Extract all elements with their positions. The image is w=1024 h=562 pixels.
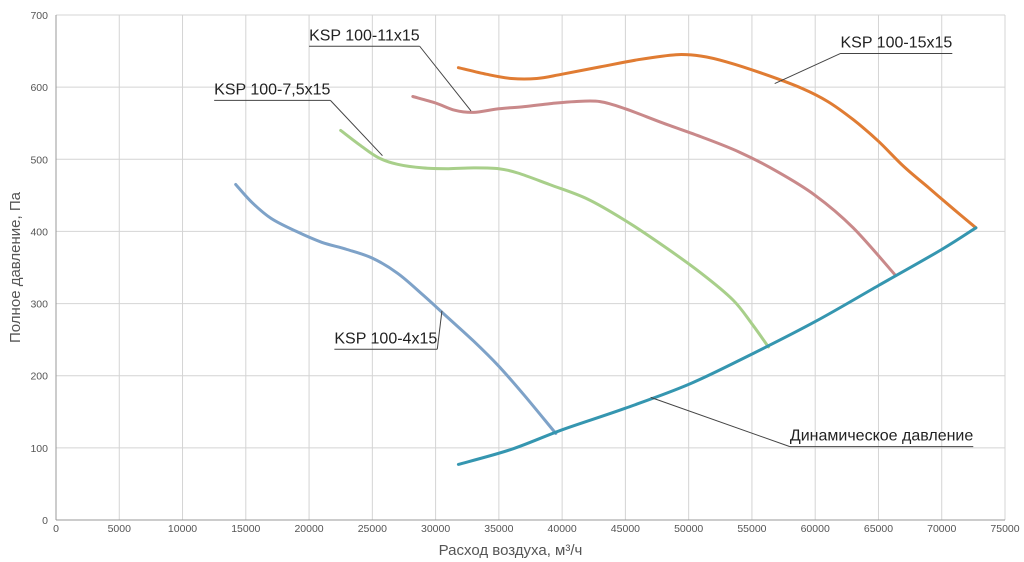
- x-tick-label: 70000: [927, 523, 956, 535]
- y-tick-label: 0: [42, 515, 48, 527]
- label-leader: [650, 396, 791, 448]
- label-leader: [419, 45, 472, 112]
- series: [234, 52, 978, 466]
- series-label: KSP 100-11x15: [309, 27, 420, 44]
- y-axis-title: Полное давление, Па: [7, 191, 24, 343]
- x-tick-label: 35000: [484, 523, 513, 535]
- x-tick-label: 50000: [674, 523, 703, 535]
- x-tick-label: 30000: [421, 523, 450, 535]
- x-tick-label: 15000: [231, 523, 260, 535]
- series-line-ksp-100-4x15: [234, 183, 558, 435]
- x-tick-label: 75000: [990, 523, 1019, 535]
- x-axis-title: Расход воздуха, м³/ч: [439, 542, 583, 559]
- x-tick-label: 65000: [864, 523, 893, 535]
- x-tick-label: 55000: [737, 523, 766, 535]
- label-leader: [436, 310, 443, 350]
- y-tick-label: 100: [30, 443, 48, 455]
- tick-labels: 0 5000 10000 15000 20000 25000 30000 35000 40000…: [30, 10, 1019, 535]
- series-label: KSP 100-7,5x15: [214, 81, 330, 98]
- grid: [56, 14, 1006, 520]
- annotations: KSP 100-4x15 KSP 100-7,5x15 KSP 100-11x15 K…: [214, 27, 973, 448]
- x-tick-label: 0: [53, 523, 59, 535]
- x-tick-label: 10000: [168, 523, 197, 535]
- series-label: Динамическое давление: [790, 428, 973, 445]
- y-tick-label: 500: [30, 154, 48, 166]
- series-line-ksp-100-11x15: [411, 95, 897, 277]
- series-line-динамическое-давление: [456, 226, 978, 466]
- x-tick-label: 20000: [294, 523, 323, 535]
- y-tick-label: 400: [30, 226, 48, 238]
- y-tick-label: 700: [30, 10, 48, 22]
- x-tick-label: 60000: [801, 523, 830, 535]
- x-tick-label: 40000: [548, 523, 577, 535]
- axes: [55, 15, 1005, 521]
- x-tick-label: 45000: [611, 523, 640, 535]
- label-leader: [774, 53, 841, 84]
- series-label: KSP 100-4x15: [334, 330, 437, 347]
- label-leader: [330, 100, 383, 157]
- y-tick-label: 200: [30, 371, 48, 383]
- series-label: KSP 100-15x15: [841, 34, 953, 51]
- series-line-ksp-100-7-5x15: [339, 128, 770, 349]
- series-line-ksp-100-15x15: [456, 52, 978, 230]
- x-tick-label: 5000: [108, 523, 132, 535]
- x-tick-label: 25000: [358, 523, 387, 535]
- y-tick-label: 300: [30, 299, 48, 311]
- y-tick-label: 600: [30, 82, 48, 94]
